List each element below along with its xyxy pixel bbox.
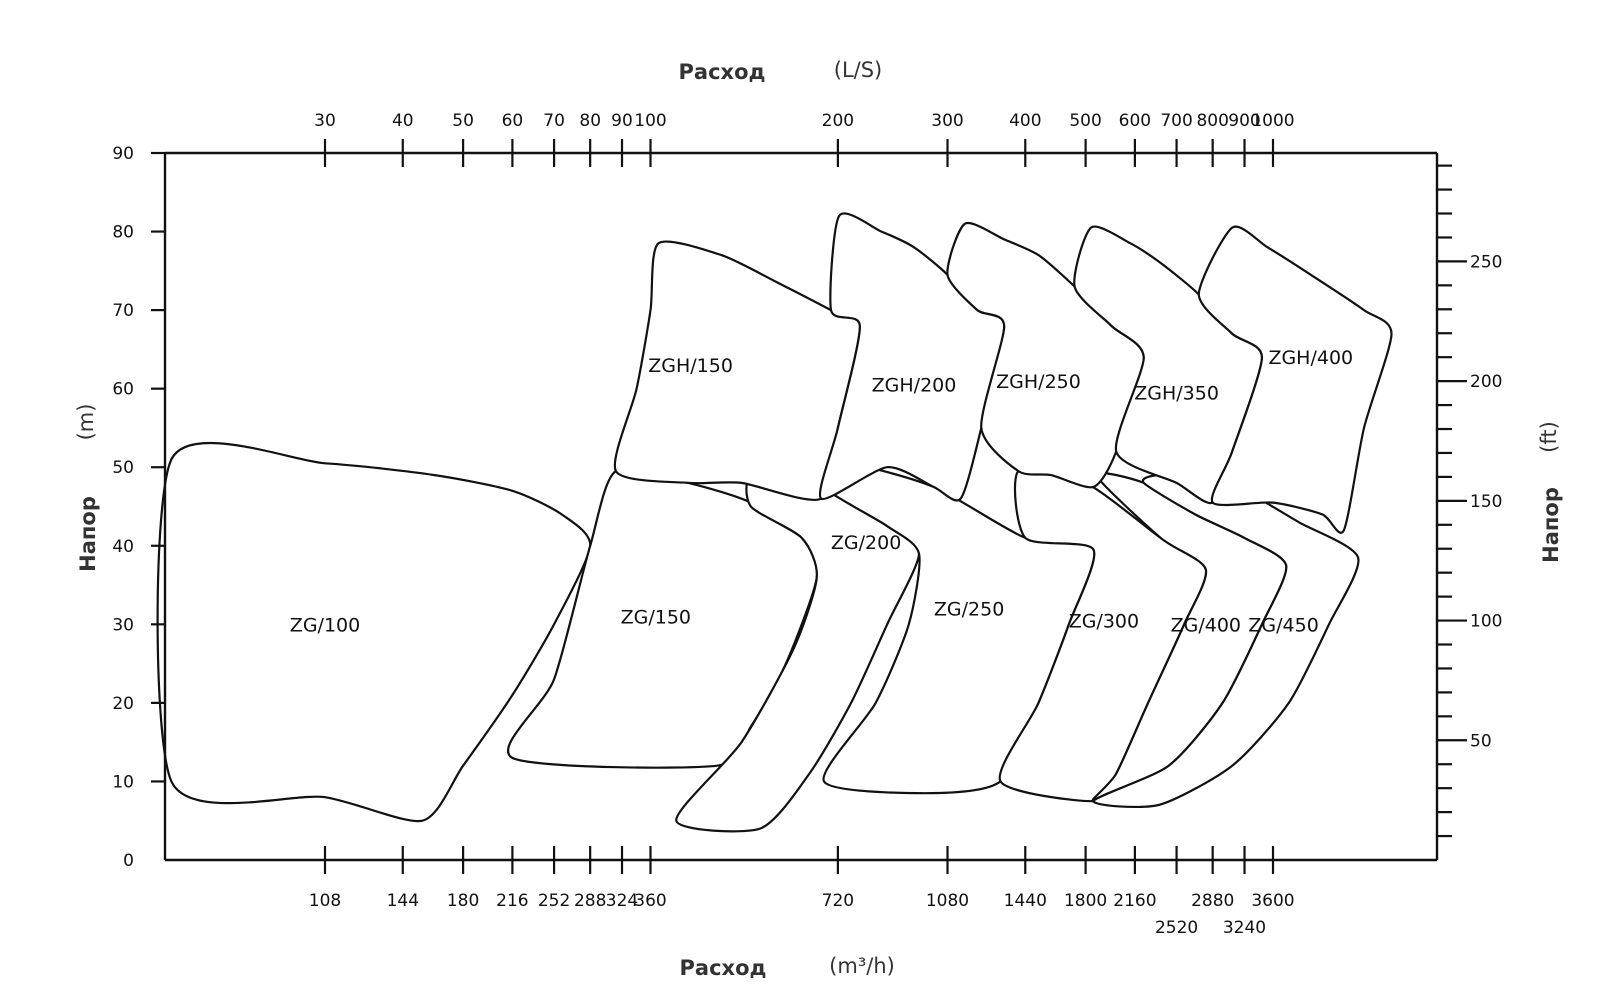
top-tick-label: 400 <box>1009 111 1041 131</box>
left-tick-label: 10 <box>112 772 134 792</box>
right-tick-label: 100 <box>1470 612 1502 632</box>
region-zgh-400 <box>1197 225 1393 534</box>
axis-ticks <box>151 139 1467 874</box>
top-tick-label: 100 <box>634 111 666 131</box>
bottom-axis-unit: (m³/h) <box>829 954 895 978</box>
region-zgh-200 <box>818 212 1006 502</box>
region-zg-450 <box>1092 473 1360 809</box>
top-axis-unit: (L/S) <box>834 58 883 82</box>
left-tick-label: 90 <box>112 144 134 164</box>
right-tick-label: 150 <box>1470 492 1502 512</box>
region-label-zgh-250: ZGH/250 <box>996 371 1081 393</box>
left-tick-label: 30 <box>112 615 134 635</box>
left-tick-label: 80 <box>112 223 134 243</box>
bottom-tick-label: 2520 <box>1155 918 1198 938</box>
top-tick-label: 300 <box>931 111 963 131</box>
bottom-tick-label: 1800 <box>1064 891 1107 911</box>
top-tick-label: 90 <box>611 111 633 131</box>
top-tick-label: 60 <box>502 111 524 131</box>
region-zgh-250 <box>946 221 1145 489</box>
region-label-zg-200: ZG/200 <box>831 532 901 554</box>
top-tick-label: 50 <box>452 111 474 131</box>
bottom-tick-label: 720 <box>822 891 854 911</box>
chart-frame <box>163 151 1439 862</box>
bottom-tick-label: 1080 <box>926 891 969 911</box>
top-axis-title: Расход <box>679 60 766 84</box>
bottom-tick-label: 288 <box>574 891 606 911</box>
right-axis-title-group: Напор (ft) <box>1537 421 1563 563</box>
bottom-tick-label: 252 <box>538 891 570 911</box>
left-tick-label: 20 <box>112 694 134 714</box>
left-axis-unit: (m) <box>74 404 98 441</box>
left-tick-label: 40 <box>112 537 134 557</box>
left-tick-label: 60 <box>112 380 134 400</box>
region-label-zg-300: ZG/300 <box>1069 610 1139 632</box>
bottom-tick-label: 144 <box>387 891 419 911</box>
top-tick-label: 40 <box>392 111 414 131</box>
bottom-tick-label: 180 <box>447 891 479 911</box>
right-axis-title: Напор <box>1539 487 1563 563</box>
region-label-zgh-350: ZGH/350 <box>1134 383 1219 405</box>
bottom-tick-label: 360 <box>634 891 666 911</box>
right-tick-label: 250 <box>1470 252 1502 272</box>
right-tick-label: 50 <box>1470 731 1492 751</box>
bottom-tick-label: 2880 <box>1191 891 1234 911</box>
top-tick-label: 1000 <box>1251 111 1294 131</box>
bottom-axis-title: Расход <box>680 956 767 980</box>
pump-regions <box>156 212 1393 833</box>
bottom-tick-label: 3240 <box>1223 918 1266 938</box>
bottom-tick-label: 216 <box>496 891 528 911</box>
region-label-zgh-400: ZGH/400 <box>1268 347 1353 369</box>
bottom-tick-label: 1440 <box>1004 891 1047 911</box>
left-tick-label: 0 <box>123 851 134 871</box>
top-tick-label: 500 <box>1069 111 1101 131</box>
region-label-zg-100: ZG/100 <box>290 614 360 636</box>
region-labels: ZG/100 ZG/150 ZG/200 ZG/250 ZG/300 ZG/400 ZG/4… <box>290 347 1353 636</box>
top-tick-label: 80 <box>579 111 601 131</box>
region-label-zgh-200: ZGH/200 <box>872 375 957 397</box>
top-tick-label: 600 <box>1119 111 1151 131</box>
region-label-zg-250: ZG/250 <box>934 599 1004 621</box>
region-label-zg-450: ZG/450 <box>1248 614 1318 636</box>
bottom-tick-label: 2160 <box>1113 891 1156 911</box>
left-tick-label: 50 <box>112 458 134 478</box>
top-tick-label: 30 <box>314 111 336 131</box>
right-tick-label: 200 <box>1470 372 1502 392</box>
right-axis-unit: (ft) <box>1537 421 1561 453</box>
top-tick-label: 900 <box>1228 111 1260 131</box>
region-label-zg-150: ZG/150 <box>621 607 691 629</box>
region-label-zgh-150: ZGH/150 <box>648 355 733 377</box>
left-tick-label: 70 <box>112 301 134 321</box>
top-tick-label: 70 <box>543 111 565 131</box>
region-zg-100 <box>156 442 592 823</box>
top-tick-label: 200 <box>822 111 854 131</box>
axis-labels: 30 40 50 60 70 80 90 100 200 300 400 500 600 700 800 90… <box>112 111 1502 938</box>
top-tick-label: 800 <box>1196 111 1228 131</box>
bottom-tick-label: 3600 <box>1251 891 1294 911</box>
top-tick-label: 700 <box>1160 111 1192 131</box>
region-label-zg-400: ZG/400 <box>1171 614 1241 636</box>
left-axis-title-group: Напор (m) <box>74 404 100 572</box>
left-axis-title: Напор <box>76 496 100 572</box>
bottom-tick-label: 324 <box>606 891 638 911</box>
bottom-tick-label: 108 <box>309 891 341 911</box>
